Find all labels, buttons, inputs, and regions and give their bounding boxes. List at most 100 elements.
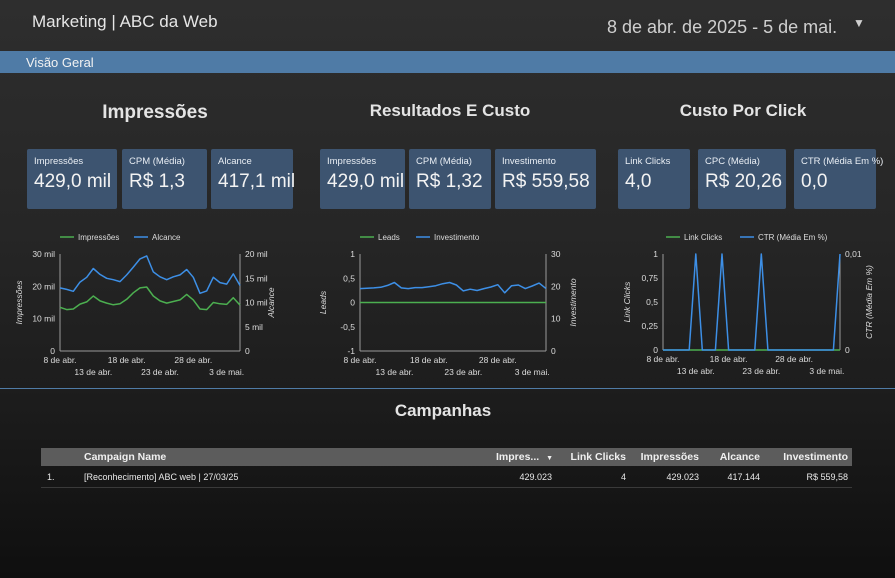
chart-leads-investimento: Leads Investimento -1 -0,5 0 0,5 1 0 10 20 30 Leads… — [312, 228, 580, 383]
series-line-impress-es — [59, 286, 241, 311]
kpi-label: CPM (Média) — [416, 156, 472, 167]
chart-svg: Impressões Alcance 0 10 mil 20 mil 30 mil 0 5 m… — [14, 233, 276, 377]
table-row[interactable]: 1. [Reconhecimento] ABC web | 27/03/25 4… — [41, 466, 852, 488]
column-header-campaign-name[interactable]: Campaign Name — [84, 451, 167, 463]
y-right-axis-title: CTR (Média Em %) — [864, 265, 874, 339]
kpi-value: R$ 1,32 — [416, 171, 483, 192]
x-tick-label: 8 de abr. — [646, 354, 679, 364]
y-left-axis-title: Link Clicks — [622, 281, 632, 322]
series-line-investimento — [359, 281, 547, 294]
y-right-axis-title: Alcance — [266, 287, 276, 319]
section-bar: Visão Geral — [0, 51, 895, 73]
series-line-alcance — [59, 255, 241, 295]
chart-impressoes-alcance: Impressões Alcance 0 10 mil 20 mil 30 mil 0 5 m… — [12, 228, 280, 383]
header: Marketing | ABC da Web 8 de abr. de 2025… — [0, 0, 895, 50]
kpi-label: Link Clicks — [625, 156, 671, 167]
y-right-tick-label: 20 — [551, 281, 561, 291]
cell-impressoes: 429.023 — [666, 472, 699, 482]
kpi-value: R$ 1,3 — [129, 171, 185, 192]
kpi-value: 417,1 mil — [218, 171, 296, 192]
y-left-tick-label: 30 mil — [32, 249, 55, 259]
legend-label: Investimento — [434, 233, 480, 242]
x-tick-label: 18 de abr. — [410, 355, 448, 365]
y-right-tick-label: 10 mil — [245, 298, 268, 308]
x-tick-label: 23 de abr. — [141, 367, 179, 377]
date-range-picker[interactable]: 8 de abr. de 2025 - 5 de mai. de 2025 — [607, 17, 839, 37]
kpi-label: Impressões — [327, 156, 377, 167]
legend-label: Leads — [378, 233, 400, 242]
column-header-impres[interactable]: Impres... ▼ — [496, 451, 553, 463]
x-tick-label: 8 de abr. — [43, 355, 76, 365]
y-right-tick-label: 0 — [845, 345, 850, 355]
y-right-tick-label: 0 — [245, 346, 250, 356]
x-tick-label: 18 de abr. — [108, 355, 146, 365]
table-header: Campaign Name Impres... ▼ Link Clicks Im… — [41, 448, 852, 466]
kpi-card-impressoes: Impressões 429,0 mil — [27, 149, 117, 209]
chart-svg: Link Clicks CTR (Média Em %) 0 0,25 0,5 0,75 1… — [622, 233, 874, 376]
x-tick-label: 23 de abr. — [742, 366, 780, 376]
y-left-tick-label: 0,25 — [641, 321, 658, 331]
kpi-label: CTR (Média Em %) — [801, 156, 884, 167]
y-right-tick-label: 5 mil — [245, 322, 263, 332]
kpi-card-cpc: CPC (Média) R$ 20,26 — [698, 149, 786, 209]
kpi-card-cpm-2: CPM (Média) R$ 1,32 — [409, 149, 491, 209]
chevron-down-icon[interactable]: ▼ — [853, 16, 865, 30]
column-header-investimento[interactable]: Investimento — [783, 451, 848, 463]
kpi-value: 429,0 mil — [34, 171, 112, 192]
y-right-tick-label: 0,01 — [845, 249, 862, 259]
y-right-tick-label: 20 mil — [245, 249, 268, 259]
x-tick-label: 3 de mai. — [809, 366, 844, 376]
group-title-custo-click: Custo Por Click — [679, 101, 807, 120]
cell-link-clicks: 4 — [620, 472, 626, 482]
column-header-link-clicks[interactable]: Link Clicks — [570, 451, 626, 463]
y-right-tick-label: 0 — [551, 346, 556, 356]
kpi-label: Investimento — [502, 156, 556, 167]
y-left-axis-title: Leads — [318, 290, 328, 314]
column-header-impressoes[interactable]: Impressões — [640, 451, 699, 463]
legend-label: Link Clicks — [684, 233, 722, 242]
kpi-card-ctr: CTR (Média Em %) 0,0 — [794, 149, 883, 209]
x-tick-label: 3 de mai. — [209, 367, 244, 377]
x-tick-label: 3 de mai. — [515, 367, 550, 377]
row-index: 1. — [47, 472, 55, 482]
section-title: Visão Geral — [26, 55, 94, 70]
kpi-value: R$ 559,58 — [502, 171, 590, 192]
kpi-card-alcance: Alcance 417,1 mil — [211, 149, 296, 209]
chart-linkclicks-ctr: Link Clicks CTR (Média Em %) 0 0,25 0,5 0,75 1… — [618, 228, 890, 383]
column-header-alcance[interactable]: Alcance — [719, 451, 760, 463]
x-tick-label: 18 de abr. — [710, 354, 748, 364]
y-left-tick-label: 0,75 — [641, 273, 658, 283]
campaigns-table: Campaign Name Impres... ▼ Link Clicks Im… — [41, 448, 852, 488]
x-tick-label: 13 de abr. — [376, 367, 414, 377]
y-left-tick-label: -1 — [347, 346, 355, 356]
y-left-tick-label: 0,5 — [646, 297, 658, 307]
kpi-value: R$ 20,26 — [705, 171, 783, 192]
kpi-card-impressoes-2: Impressões 429,0 mil — [320, 149, 405, 209]
x-tick-label: 28 de abr. — [479, 355, 517, 365]
y-left-tick-label: -0,5 — [340, 322, 355, 332]
y-left-tick-label: 0 — [350, 298, 355, 308]
y-right-axis-title: Investimento — [568, 278, 578, 326]
y-left-tick-label: 1 — [350, 249, 355, 259]
y-left-tick-label: 0,5 — [343, 273, 355, 283]
x-tick-label: 8 de abr. — [343, 355, 376, 365]
y-right-tick-label: 15 mil — [245, 273, 268, 283]
kpi-card-link-clicks: Link Clicks 4,0 — [618, 149, 690, 209]
x-tick-label: 13 de abr. — [677, 366, 715, 376]
app-title: Marketing | ABC da Web — [32, 12, 218, 31]
cell-campaign-name: [Reconhecimento] ABC web | 27/03/25 — [84, 472, 239, 482]
x-tick-label: 23 de abr. — [444, 367, 482, 377]
divider — [0, 388, 895, 389]
x-tick-label: 28 de abr. — [775, 354, 813, 364]
sort-desc-icon: ▼ — [546, 455, 554, 462]
cell-alcance: 417.144 — [727, 472, 760, 482]
y-right-tick-label: 30 — [551, 249, 561, 259]
kpi-label: CPM (Média) — [129, 156, 185, 167]
cell-impres: 429.023 — [519, 472, 552, 482]
y-left-axis-title: Impressões — [14, 280, 24, 325]
kpi-value: 4,0 — [625, 171, 652, 192]
cell-investimento: R$ 559,58 — [806, 472, 848, 482]
group-title-impressoes: Impressões — [102, 102, 208, 123]
chart-svg: Leads Investimento-1-0,500,510102030Leads… — [318, 233, 578, 377]
kpi-label: Impressões — [34, 156, 84, 167]
